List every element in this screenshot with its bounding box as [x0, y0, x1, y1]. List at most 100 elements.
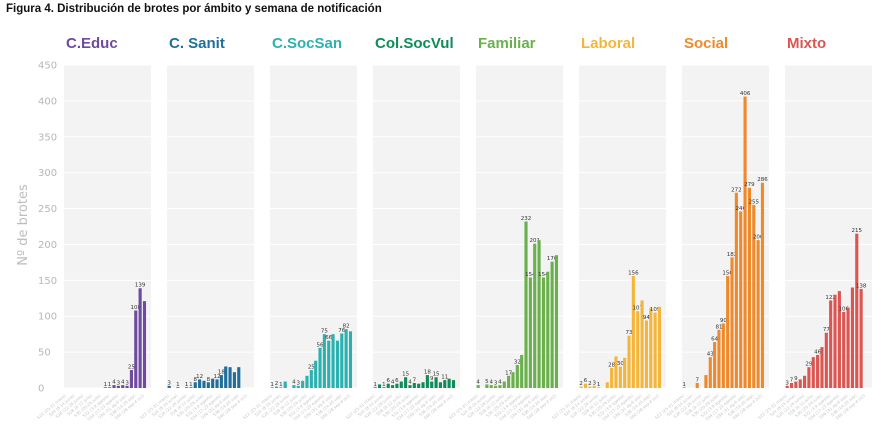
bar [228, 367, 232, 388]
bar [803, 375, 807, 388]
bar [485, 384, 489, 388]
data-label: 176 [547, 256, 558, 262]
bar [631, 276, 635, 388]
bar [713, 342, 717, 388]
data-label: 122 [825, 295, 836, 301]
bar [794, 381, 798, 388]
bar [335, 340, 339, 388]
bar [443, 380, 447, 388]
bar [279, 387, 283, 388]
bar [489, 385, 493, 388]
bar [494, 385, 498, 388]
y-tick-label: 100 [38, 312, 57, 323]
data-label: 9 [794, 376, 798, 382]
panel-background [579, 65, 666, 388]
data-label: 15 [402, 372, 409, 378]
data-label: 3 [167, 380, 171, 386]
data-label: 286 [757, 177, 768, 183]
data-label: 6 [584, 378, 588, 384]
y-axis: 0 50 100 150 200 250 300 350 400 450 [38, 61, 57, 395]
bar [785, 385, 789, 388]
data-label: 4 [498, 380, 502, 386]
bar [417, 383, 421, 388]
bar [829, 300, 833, 388]
panel-background [64, 65, 151, 388]
data-label: 138 [856, 283, 867, 289]
data-label: 12 [214, 374, 221, 380]
data-label: 25 [128, 365, 135, 371]
data-label: 4 [121, 380, 125, 386]
panel-background [270, 65, 357, 388]
panel-background [476, 65, 563, 388]
bar [340, 333, 344, 388]
bar [653, 312, 657, 388]
data-label: 272 [731, 187, 742, 193]
bar [395, 383, 399, 388]
data-label: 3 [297, 380, 301, 386]
bar [232, 372, 236, 388]
panel-title: Col.SocVul [375, 35, 454, 52]
bar [644, 320, 648, 388]
bar [520, 354, 524, 388]
data-label: 1 [176, 382, 180, 388]
bar [588, 386, 592, 388]
data-label: 12 [196, 374, 203, 380]
data-label: 1 [108, 382, 112, 388]
bar [198, 379, 202, 388]
bar [318, 347, 322, 388]
data-label: 1 [185, 382, 189, 388]
bar [579, 386, 583, 388]
bar [274, 386, 279, 388]
data-label: 66 [325, 335, 332, 341]
data-label: 108 [131, 305, 142, 311]
bar [614, 356, 618, 388]
bar [507, 375, 511, 388]
bar [846, 307, 850, 388]
bar [404, 377, 408, 388]
bar [682, 387, 686, 388]
bar [386, 383, 390, 388]
bar [798, 379, 802, 388]
data-label: 32 [514, 360, 521, 366]
bar [605, 382, 609, 388]
bar [327, 340, 331, 388]
bar [142, 301, 147, 388]
y-tick-label: 0 [38, 384, 44, 395]
data-label: 4 [476, 380, 480, 386]
bar [537, 240, 541, 388]
bar [554, 255, 559, 388]
panel-title: Mixto [787, 35, 826, 52]
data-label: 43 [707, 352, 714, 358]
data-label: 1 [682, 382, 686, 388]
y-tick-label: 250 [38, 204, 57, 215]
bar [103, 387, 107, 388]
bar [726, 276, 730, 388]
data-label: 15 [433, 372, 440, 378]
bar [756, 240, 760, 388]
bar [377, 384, 382, 388]
data-label: 4 [489, 380, 493, 386]
bar [215, 379, 219, 388]
data-label: 6 [395, 378, 399, 384]
bar [211, 378, 215, 388]
data-label: 154 [525, 272, 536, 278]
bar [134, 310, 138, 388]
bar [138, 288, 142, 388]
data-label: 3 [117, 380, 121, 386]
data-label: 255 [749, 199, 760, 205]
bar [824, 332, 828, 388]
data-label: 90 [720, 318, 727, 324]
data-label: 1 [373, 382, 377, 388]
bar [842, 311, 846, 388]
panel-title: C.Educ [66, 35, 118, 52]
data-label: 1 [104, 382, 108, 388]
bar [296, 385, 300, 388]
data-label: 64 [711, 337, 718, 343]
bar [747, 187, 751, 388]
data-label: 4 [292, 380, 296, 386]
bar [743, 96, 747, 388]
bar [837, 291, 841, 388]
